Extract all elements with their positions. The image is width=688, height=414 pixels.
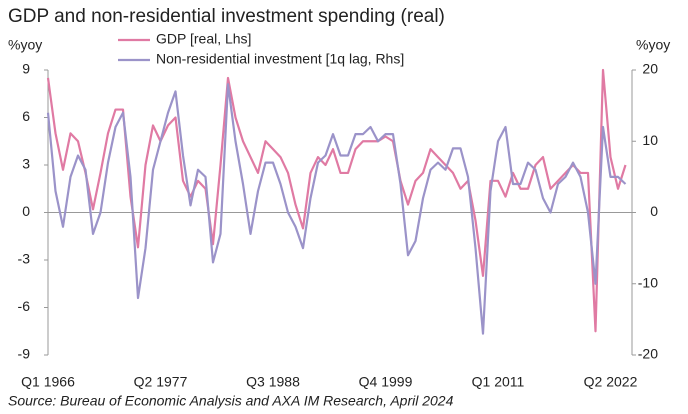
y2-tick-label: 0 bbox=[650, 203, 658, 219]
y-tick-label: 9 bbox=[22, 61, 30, 77]
y2-axis-label: %yoy bbox=[636, 37, 670, 53]
x-tick-label: Q1 2011 bbox=[472, 374, 525, 390]
y2-tick-label: 20 bbox=[642, 61, 658, 77]
source: Source: Bureau of Economic Analysis and … bbox=[8, 393, 454, 409]
series-line bbox=[46, 68, 627, 333]
chart-title: GDP and non-residential investment spend… bbox=[8, 6, 445, 27]
x-tick-label: Q4 1999 bbox=[359, 374, 413, 390]
y2-tick-label: -20 bbox=[638, 346, 658, 362]
y2-tick-label: -10 bbox=[638, 274, 658, 290]
y-tick-label: -9 bbox=[18, 346, 31, 362]
legend-label: GDP [real, Lhs] bbox=[156, 31, 251, 47]
y-tick-label: -3 bbox=[18, 251, 31, 267]
y2-tick-label: 10 bbox=[642, 132, 658, 148]
x-tick-label: Q2 2022 bbox=[584, 374, 638, 390]
y-tick-label: 6 bbox=[22, 108, 30, 124]
x-tick-label: Q3 1988 bbox=[246, 374, 300, 390]
y-tick-label: 3 bbox=[22, 156, 30, 172]
series-line bbox=[46, 83, 627, 335]
legend-label: Non-residential investment [1q lag, Rhs] bbox=[156, 51, 404, 67]
x-tick-label: Q2 1977 bbox=[134, 374, 188, 390]
y-axis-label: %yoy bbox=[8, 37, 42, 53]
y-tick-label: -6 bbox=[18, 298, 31, 314]
y-tick-label: 0 bbox=[22, 203, 30, 219]
x-tick-label: Q1 1966 bbox=[21, 374, 75, 390]
